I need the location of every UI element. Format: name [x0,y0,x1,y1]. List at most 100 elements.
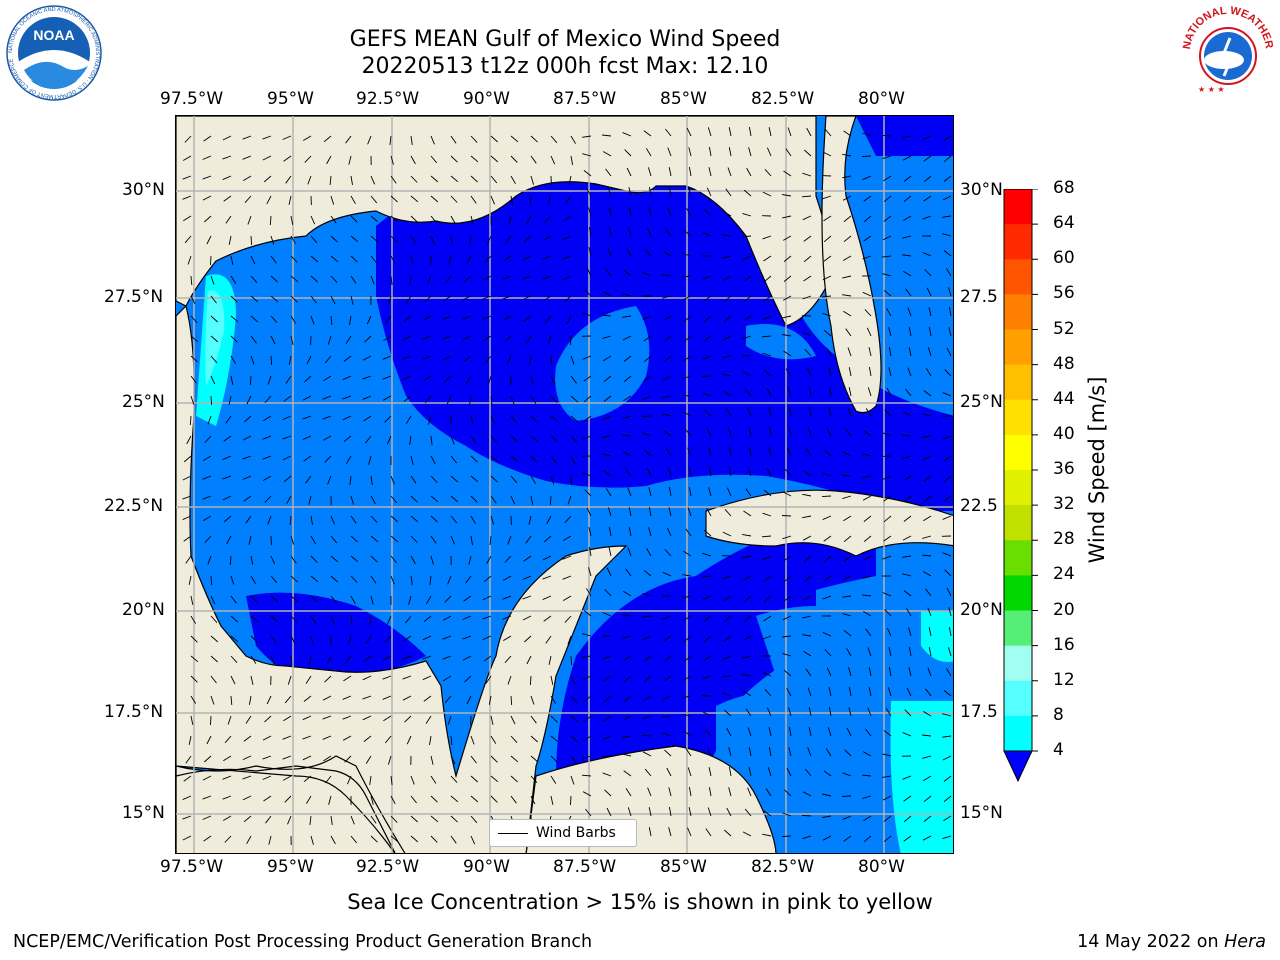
wind-barb [526,215,532,225]
wind-barb [843,310,852,317]
lon-label-top: 85°W [660,89,707,109]
wind-barb [905,388,912,397]
wind-barb [888,647,892,657]
wind-barb [446,395,452,405]
colorbar-title: Wind Speed [m/s] [1085,376,1109,564]
wind-barb [442,355,452,361]
wind-barb [583,715,592,723]
wind-barb [661,715,672,718]
wind-barb [202,495,212,500]
wind-barb [704,209,712,217]
wind-barb [430,815,439,823]
wind-barb [223,195,232,202]
wind-barb [570,715,579,723]
wind-barb [483,575,492,583]
wind-barb [570,655,573,666]
wind-barb [788,427,792,437]
wind-barb [782,812,792,817]
wind-barb [462,315,472,320]
wind-barb [702,275,712,280]
wind-barb [410,795,417,804]
wind-barb [249,375,252,386]
wind-barb [803,149,812,157]
wind-barb [862,291,872,297]
wind-barb [443,295,452,302]
wind-barb [204,535,212,543]
wind-barb [430,495,439,503]
wind-barb [627,807,632,817]
wind-barb [510,495,516,505]
wind-barb [410,535,418,543]
wind-barb [923,475,932,482]
wind-barb [547,335,552,345]
wind-barb [390,555,398,564]
wind-barb [470,475,479,483]
wind-barb [570,795,572,806]
wind-barb [462,335,472,341]
wind-barb [723,709,732,717]
wind-barb [310,575,319,583]
wind-barb [530,475,536,484]
wind-barb [902,455,912,459]
wind-barb [490,475,498,483]
wind-barb [803,255,812,263]
wind-barb [923,195,932,202]
wind-barb [648,487,652,497]
wind-barb [843,130,852,137]
wind-barb [804,768,812,777]
wind-barb [926,287,932,297]
wind-barb [242,795,252,801]
wind-barb [747,787,752,797]
wind-barb [242,455,252,460]
wind-barb [450,795,459,803]
wind-barb [409,275,412,285]
colorbar-segment [1004,505,1032,541]
wind-barb [723,615,732,623]
wind-barb [562,535,572,541]
wind-barb [788,747,792,757]
wind-barb [627,487,632,497]
wind-barb [190,375,197,384]
wind-barb [410,555,416,565]
wind-barb [783,170,792,177]
wind-barb [703,295,712,302]
wind-barb [443,675,452,682]
wind-barb [803,235,812,242]
wind-barb [250,275,258,284]
wind-barb [530,695,535,705]
wind-barb [863,555,872,561]
wind-barb [808,407,812,417]
wind-barb [748,767,752,777]
wind-barb [908,627,912,637]
wind-barb [846,647,852,657]
wind-barb [742,575,752,581]
wind-barb [648,187,652,197]
wind-barb [682,675,692,681]
wind-barb [470,535,473,545]
wind-barb [310,595,318,603]
wind-barb [444,375,452,383]
wind-barb [250,635,258,643]
wind-barb [722,275,732,281]
wind-barb [430,235,435,245]
wind-barb [410,495,418,503]
wind-barb [703,335,712,342]
wind-barb [943,155,952,163]
wind-barb [222,795,232,800]
wind-barb [925,688,932,697]
wind-barb [608,227,612,237]
wind-barb [390,255,396,265]
wind-barb [607,247,612,257]
wind-barb [550,155,556,165]
wind-barb [308,495,312,505]
wind-barb [550,675,554,685]
wind-barb [748,147,752,157]
wind-barb [508,215,512,225]
wind-barb [210,275,215,285]
wind-barb [583,695,592,702]
wind-barb [327,475,332,485]
wind-barb [663,315,672,321]
wind-barb [305,475,312,484]
wind-barb [648,527,652,537]
wind-barb [250,255,256,265]
